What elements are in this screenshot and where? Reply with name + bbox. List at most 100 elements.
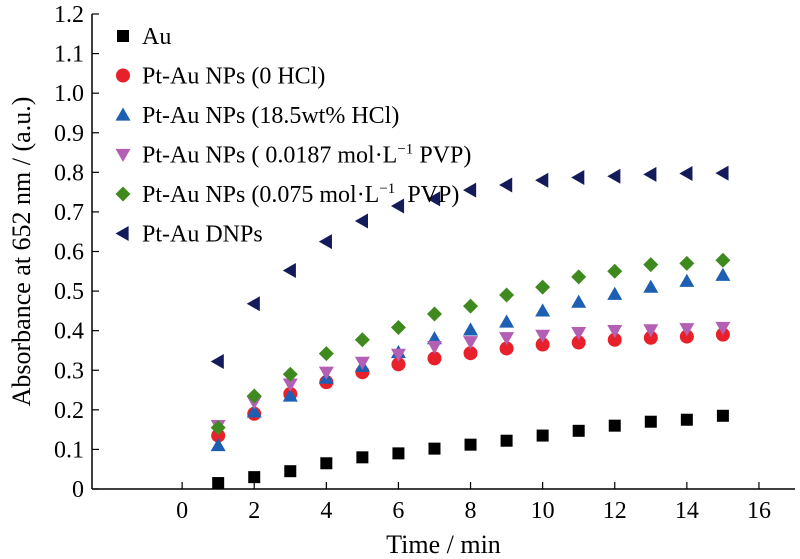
legend-label: Pt-Au NPs (18.5wt% HCl) — [142, 103, 399, 129]
x-tick-label: 6 — [392, 498, 404, 524]
data-point — [572, 424, 585, 437]
x-tick-label: 0 — [176, 498, 188, 524]
data-point — [248, 471, 261, 484]
legend-label-text: Au — [142, 24, 171, 50]
legend-marker — [115, 148, 131, 162]
data-point — [282, 378, 298, 392]
data-point — [643, 324, 659, 338]
data-point — [607, 332, 622, 347]
data-point — [463, 182, 477, 198]
data-point — [463, 336, 479, 350]
y-tick-label: 1.2 — [54, 2, 84, 28]
legend-label-tail: PVP) — [413, 143, 471, 169]
x-tick-label: 2 — [248, 498, 260, 524]
data-point — [499, 314, 515, 328]
data-point — [535, 279, 551, 295]
data-point — [318, 234, 332, 250]
data-point — [715, 267, 731, 281]
legend: Au Pt-Au NPs (0 HCl) Pt-Au NPs (18.5wt% HC… — [115, 24, 471, 248]
data-point — [535, 172, 549, 188]
data-point — [500, 434, 513, 447]
legend-label: Au — [142, 24, 171, 50]
data-point — [354, 332, 370, 348]
series-4 — [210, 252, 731, 436]
x-tick-label: 14 — [675, 498, 699, 524]
data-point — [282, 366, 298, 382]
data-point — [643, 279, 659, 293]
data-point — [426, 340, 442, 354]
data-point — [715, 321, 731, 335]
data-point — [427, 351, 442, 366]
data-point — [608, 419, 621, 432]
data-point — [643, 330, 658, 345]
data-point — [318, 346, 334, 362]
data-point — [499, 341, 514, 356]
data-point — [535, 329, 551, 343]
data-point — [210, 420, 226, 436]
data-point — [464, 438, 477, 451]
data-point — [246, 388, 262, 404]
data-point — [210, 437, 226, 452]
series-2 — [210, 267, 731, 452]
data-point — [571, 335, 586, 350]
data-point — [571, 169, 585, 185]
data-point — [571, 327, 587, 341]
data-point — [428, 442, 441, 455]
data-point — [607, 263, 623, 279]
x-tick-label: 12 — [603, 498, 627, 524]
data-point — [679, 323, 695, 337]
legend-label: Pt-Au NPs (0 HCl) — [142, 64, 325, 90]
y-tick-label: 0.5 — [54, 279, 84, 305]
data-point — [426, 306, 442, 322]
y-tick-label: 1.1 — [54, 42, 84, 68]
legend-label-text: Pt-Au NPs ( 0.0187 mol·L — [142, 143, 397, 169]
data-point — [716, 409, 729, 422]
legend-label-superscript: −1 — [379, 181, 395, 197]
data-point — [282, 388, 298, 402]
legend-marker — [116, 68, 130, 83]
data-point — [282, 263, 296, 278]
legend-label: Pt-Au NPs (0.075 mol·L−1 PVP) — [142, 181, 459, 208]
data-point — [536, 429, 549, 442]
legend-marker — [115, 107, 131, 121]
legend-label: Pt-Au DNPs — [142, 222, 263, 248]
x-axis-label: Time / min — [386, 530, 501, 559]
legend-label-text: Pt-Au NPs (18.5wt% HCl) — [142, 103, 399, 129]
x-axis-ticks: 0 2 4 6 8 10 12 14 16 — [176, 482, 771, 524]
data-point — [463, 346, 478, 361]
data-point — [607, 325, 623, 339]
legend-marker — [117, 30, 129, 42]
data-point — [679, 255, 695, 271]
data-point — [679, 273, 695, 287]
data-point — [318, 366, 334, 380]
data-point — [499, 287, 515, 303]
x-tick-label: 8 — [465, 498, 477, 524]
data-point — [211, 428, 226, 443]
data-point — [212, 477, 225, 490]
data-point — [679, 166, 693, 182]
data-point — [356, 451, 369, 464]
data-point — [571, 269, 587, 285]
series-0 — [212, 409, 729, 490]
data-point — [607, 168, 621, 184]
data-point — [284, 465, 297, 478]
data-point — [426, 191, 441, 207]
data-point — [320, 457, 333, 470]
y-tick-label: 0.6 — [54, 240, 84, 266]
data-point — [715, 165, 729, 181]
data-point — [680, 413, 693, 426]
data-point — [679, 329, 694, 344]
y-tick-label: 0.1 — [54, 437, 84, 463]
data-point — [643, 166, 657, 182]
data-point — [643, 257, 659, 273]
y-tick-label: 0.4 — [54, 319, 84, 345]
data-point — [499, 332, 515, 346]
legend-label-superscript: −1 — [397, 142, 413, 158]
legend-marker — [115, 226, 129, 241]
data-point — [535, 337, 550, 352]
y-tick-label: 1.0 — [54, 81, 84, 107]
data-point — [499, 177, 513, 193]
data-point — [571, 294, 587, 308]
y-tick-label: 0.2 — [54, 398, 84, 424]
